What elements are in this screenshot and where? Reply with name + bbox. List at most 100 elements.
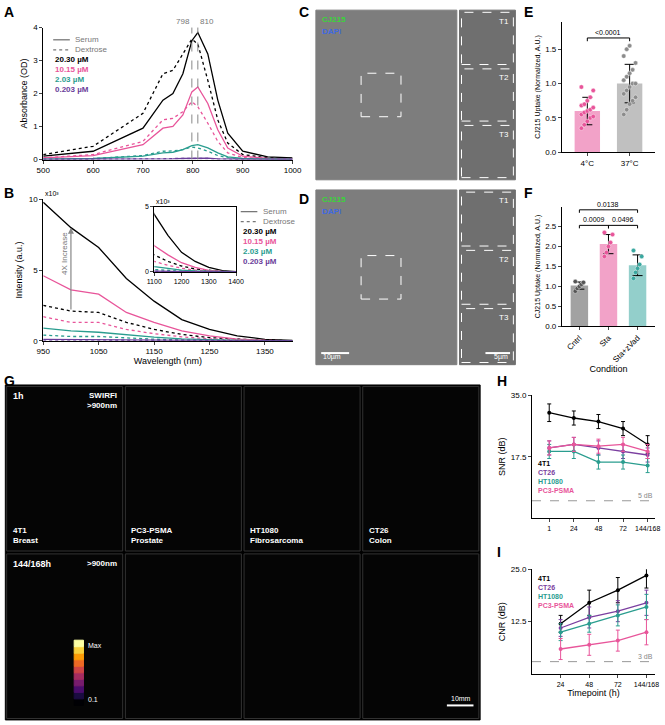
svg-text:DAPI: DAPI bbox=[322, 207, 341, 216]
svg-text:Dextrose: Dextrose bbox=[263, 217, 296, 226]
svg-text:24: 24 bbox=[570, 525, 578, 532]
svg-text:25.0: 25.0 bbox=[511, 565, 527, 574]
svg-text:CJ215 Uptake (Normalized, A.U.: CJ215 Uptake (Normalized, A.U.) bbox=[534, 215, 542, 318]
svg-text:4T1: 4T1 bbox=[538, 460, 550, 467]
svg-text:1.0: 1.0 bbox=[545, 79, 557, 88]
svg-text:1300: 1300 bbox=[201, 278, 217, 285]
svg-text:CJ215: CJ215 bbox=[322, 15, 346, 24]
svg-text:0.1: 0.1 bbox=[88, 696, 98, 703]
svg-text:1.0: 1.0 bbox=[545, 282, 557, 291]
svg-text:2: 2 bbox=[33, 89, 38, 98]
svg-text:0.0: 0.0 bbox=[545, 322, 557, 331]
svg-text:0: 0 bbox=[33, 337, 38, 346]
svg-text:H: H bbox=[497, 373, 507, 389]
svg-text:0.203 µM: 0.203 µM bbox=[243, 257, 277, 266]
svg-text:0.0138: 0.0138 bbox=[597, 201, 619, 208]
svg-text:1150: 1150 bbox=[145, 347, 163, 356]
svg-text:3 dB: 3 dB bbox=[638, 653, 653, 660]
svg-text:Intensity (a.u.): Intensity (a.u.) bbox=[14, 242, 24, 299]
svg-text:35.0: 35.0 bbox=[511, 391, 527, 400]
svg-text:144/168: 144/168 bbox=[635, 525, 660, 532]
svg-text:CJ215 Uptake (Normalized, A.U.: CJ215 Uptake (Normalized, A.U.) bbox=[534, 35, 542, 138]
svg-text:0.0: 0.0 bbox=[545, 148, 557, 157]
svg-text:1050: 1050 bbox=[90, 347, 108, 356]
svg-text:700: 700 bbox=[136, 166, 150, 175]
svg-text:<0.0001: <0.0001 bbox=[595, 29, 621, 36]
svg-text:>900nm: >900nm bbox=[87, 559, 117, 568]
svg-text:Max: Max bbox=[88, 642, 102, 649]
svg-text:24: 24 bbox=[557, 681, 565, 688]
svg-text:798: 798 bbox=[176, 17, 190, 26]
svg-text:T3: T3 bbox=[499, 313, 509, 322]
svg-text:PC3-PSMA: PC3-PSMA bbox=[538, 487, 574, 494]
svg-text:B: B bbox=[4, 185, 14, 201]
svg-text:5: 5 bbox=[145, 203, 149, 210]
svg-text:144/168h: 144/168h bbox=[13, 559, 51, 569]
svg-text:T2: T2 bbox=[499, 255, 509, 264]
svg-text:10.15 µM: 10.15 µM bbox=[55, 65, 89, 74]
svg-text:Absorbance (OD): Absorbance (OD) bbox=[19, 59, 29, 129]
svg-text:HT1080Fibrosarcoma: HT1080Fibrosarcoma bbox=[250, 526, 303, 545]
svg-text:10µm: 10µm bbox=[323, 353, 341, 361]
svg-text:2.03 µM: 2.03 µM bbox=[243, 247, 272, 256]
svg-text:0.0496: 0.0496 bbox=[612, 216, 634, 223]
svg-text:10.15 µM: 10.15 µM bbox=[243, 237, 277, 246]
svg-text:4T1Breast: 4T1Breast bbox=[13, 526, 38, 545]
svg-text:CT26: CT26 bbox=[538, 469, 555, 476]
svg-text:C: C bbox=[299, 4, 309, 20]
svg-text:CT26Colon: CT26Colon bbox=[369, 526, 392, 545]
svg-text:5 dB: 5 dB bbox=[638, 492, 653, 499]
svg-text:72: 72 bbox=[619, 525, 627, 532]
svg-text:1.5: 1.5 bbox=[545, 45, 557, 54]
svg-text:1: 1 bbox=[33, 122, 38, 131]
svg-text:0.0009: 0.0009 bbox=[583, 216, 605, 223]
svg-text:1200: 1200 bbox=[174, 278, 190, 285]
svg-text:HT1080: HT1080 bbox=[538, 478, 563, 485]
svg-text:2.0: 2.0 bbox=[545, 242, 557, 251]
svg-text:F: F bbox=[524, 185, 533, 201]
svg-text:2.03 µM: 2.03 µM bbox=[55, 75, 84, 84]
svg-text:0.203 µM: 0.203 µM bbox=[55, 85, 89, 94]
svg-text:1h: 1h bbox=[13, 391, 24, 401]
svg-text:4T1: 4T1 bbox=[538, 575, 550, 582]
svg-text:T1: T1 bbox=[499, 196, 509, 205]
svg-text:D: D bbox=[299, 191, 309, 207]
svg-text:0.5: 0.5 bbox=[545, 302, 557, 311]
svg-text:CNR (dB): CNR (dB) bbox=[497, 602, 507, 641]
svg-text:500: 500 bbox=[37, 166, 51, 175]
svg-text:600: 600 bbox=[86, 166, 100, 175]
svg-text:HT1080: HT1080 bbox=[538, 593, 563, 600]
svg-text:CT26: CT26 bbox=[538, 584, 555, 591]
svg-text:Serum: Serum bbox=[75, 35, 99, 44]
svg-text:12.5: 12.5 bbox=[511, 617, 527, 626]
svg-text:1: 1 bbox=[547, 525, 551, 532]
svg-text:1250: 1250 bbox=[201, 347, 219, 356]
svg-text:810: 810 bbox=[200, 17, 214, 26]
svg-text:10: 10 bbox=[29, 195, 38, 204]
svg-text:SWIRFI>900nm: SWIRFI>900nm bbox=[87, 391, 117, 410]
svg-text:T3: T3 bbox=[499, 130, 509, 139]
svg-text:PC3-PSMAProstate: PC3-PSMAProstate bbox=[131, 526, 173, 545]
svg-text:x10³: x10³ bbox=[156, 198, 170, 205]
svg-text:37°C: 37°C bbox=[621, 159, 639, 168]
svg-text:5µm: 5µm bbox=[494, 353, 508, 361]
svg-text:SNR (dB): SNR (dB) bbox=[497, 437, 507, 476]
svg-text:Serum: Serum bbox=[263, 207, 287, 216]
svg-text:1400: 1400 bbox=[228, 278, 244, 285]
svg-text:0: 0 bbox=[145, 268, 149, 275]
svg-text:Condition: Condition bbox=[589, 364, 627, 374]
svg-text:2.5: 2.5 bbox=[545, 222, 557, 231]
svg-text:10mm: 10mm bbox=[451, 695, 471, 702]
svg-text:I: I bbox=[497, 544, 501, 560]
svg-text:T2: T2 bbox=[499, 73, 509, 82]
svg-text:4X Increase: 4X Increase bbox=[60, 232, 69, 275]
svg-text:17.5: 17.5 bbox=[511, 453, 527, 462]
svg-text:Wavelength (nm): Wavelength (nm) bbox=[134, 356, 202, 366]
svg-text:E: E bbox=[524, 4, 533, 20]
svg-text:20.30 µM: 20.30 µM bbox=[55, 55, 89, 64]
svg-text:950: 950 bbox=[37, 347, 51, 356]
svg-text:48: 48 bbox=[585, 681, 593, 688]
svg-text:1350: 1350 bbox=[256, 347, 274, 356]
svg-text:Sta: Sta bbox=[598, 333, 613, 348]
svg-text:A: A bbox=[4, 4, 14, 20]
